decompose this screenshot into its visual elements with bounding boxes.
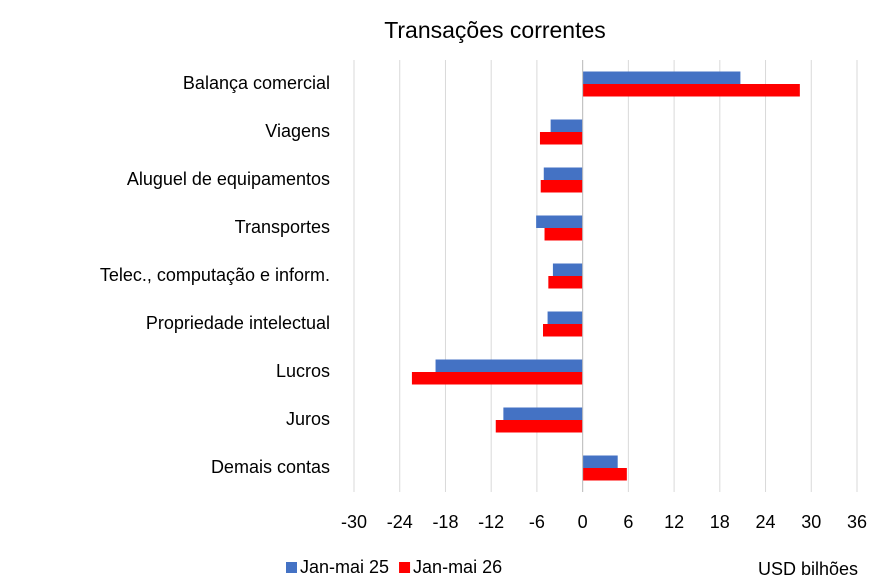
bar (582, 84, 800, 97)
legend-swatch (286, 562, 297, 573)
bar (495, 420, 583, 433)
y-tick-label: Telec., computação e inform. (100, 265, 330, 285)
x-tick-label: 24 (756, 512, 776, 532)
bar (552, 263, 583, 276)
y-tick-label: Balança comercial (183, 73, 330, 93)
x-tick-label: -18 (432, 512, 458, 532)
bar (582, 71, 741, 84)
bar (536, 215, 583, 228)
bar (540, 180, 583, 193)
bar (543, 167, 583, 180)
bar (543, 324, 583, 337)
x-tick-label: 6 (623, 512, 633, 532)
x-tick-label: 0 (578, 512, 588, 532)
bar (503, 407, 583, 420)
y-tick-label: Demais contas (211, 457, 330, 477)
y-tick-label: Propriedade intelectual (146, 313, 330, 333)
bar (539, 132, 583, 145)
y-tick-label: Aluguel de equipamentos (127, 169, 330, 189)
bar (550, 119, 583, 132)
bar (435, 359, 583, 372)
bar (582, 455, 618, 468)
x-tick-label: 12 (664, 512, 684, 532)
bar (582, 468, 627, 481)
y-tick-label: Viagens (265, 121, 330, 141)
bar (548, 276, 583, 289)
x-tick-label: 36 (847, 512, 867, 532)
legend-swatch (399, 562, 411, 573)
x-tick-label: -30 (341, 512, 367, 532)
chart-title: Transações correntes (384, 17, 606, 43)
bar (547, 311, 583, 324)
bar (411, 372, 583, 385)
y-tick-label: Transportes (235, 217, 330, 237)
x-tick-label: 18 (710, 512, 730, 532)
unit-label: USD bilhões (758, 559, 858, 579)
x-tick-label: -24 (387, 512, 413, 532)
bar (544, 228, 583, 241)
x-tick-label: -12 (478, 512, 504, 532)
y-tick-label: Lucros (276, 361, 330, 381)
legend-label: Jan-mai 26 (413, 557, 502, 577)
legend-label: Jan-mai 25 (300, 557, 389, 577)
x-tick-label: 30 (801, 512, 821, 532)
y-tick-label: Juros (286, 409, 330, 429)
x-tick-label: -6 (529, 512, 545, 532)
